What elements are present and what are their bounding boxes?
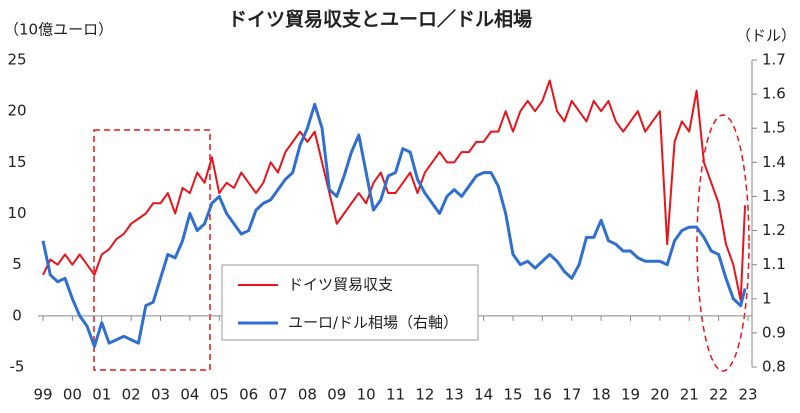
y2-tick-label: 1 [762,289,772,307]
y-tick-label: 10 [7,204,26,222]
x-tick-label: 05 [210,386,229,404]
x-tick-label: 01 [92,386,111,404]
highlight-ellipse [696,114,750,372]
x-tick-label: 20 [650,386,669,404]
y2-axis-label: （ドル） [736,27,796,45]
x-tick-label: 14 [474,386,493,404]
x-tick-label: 11 [386,386,405,404]
x-tick-label: 17 [562,386,581,404]
y2-tick-label: 1.3 [762,187,786,205]
x-tick-label: 23 [738,386,757,404]
highlight-box [93,129,211,371]
x-tick-label: 00 [63,386,82,404]
y-tick-label: 25 [7,51,26,69]
y-tick-label: -5 [10,358,25,376]
y2-tick-label: 1.5 [762,119,786,137]
x-tick-label: 06 [239,386,258,404]
x-tick-label: 07 [268,386,287,404]
x-tick-label: 08 [298,386,317,404]
y2-tick-label: 1.4 [762,153,786,171]
y-tick-label: 0 [12,306,22,324]
x-tick-label: 10 [357,386,376,404]
x-tick-label: 19 [621,386,640,404]
x-tick-label: 18 [592,386,611,404]
y-tick-label: 15 [7,153,26,171]
y2-tick-label: 1.1 [762,255,786,273]
y2-tick-label: 0.8 [762,358,786,376]
legend-label: ドイツ貿易収支 [288,276,393,294]
x-tick-label: 13 [445,386,464,404]
series-line [42,79,747,302]
x-tick-label: 15 [503,386,522,404]
chart-title: ドイツ貿易収支とユーロ／ドル相場 [228,8,532,31]
x-tick-label: 02 [122,386,141,404]
x-tick-label: 99 [33,386,52,404]
x-tick-label: 09 [327,386,346,404]
series-line [41,102,747,349]
x-tick-label: 12 [415,386,434,404]
y-tick-label: 20 [7,102,26,120]
y-axis-label: （10億ユーロ） [4,21,113,39]
x-tick-label: 03 [151,386,170,404]
x-tick-label: 16 [533,386,552,404]
y2-tick-label: 1.2 [762,221,786,239]
y2-tick-label: 1.6 [762,85,786,103]
legend-box [221,264,479,341]
x-tick-label: 21 [680,386,699,404]
x-tick-label: 22 [709,386,728,404]
legend-label: ユーロ/ドル相場（右軸） [288,314,458,332]
y2-tick-label: 0.9 [762,323,786,341]
y-tick-label: 5 [12,255,22,273]
y2-tick-label: 1.7 [762,51,786,69]
x-tick-label: 04 [180,386,199,404]
